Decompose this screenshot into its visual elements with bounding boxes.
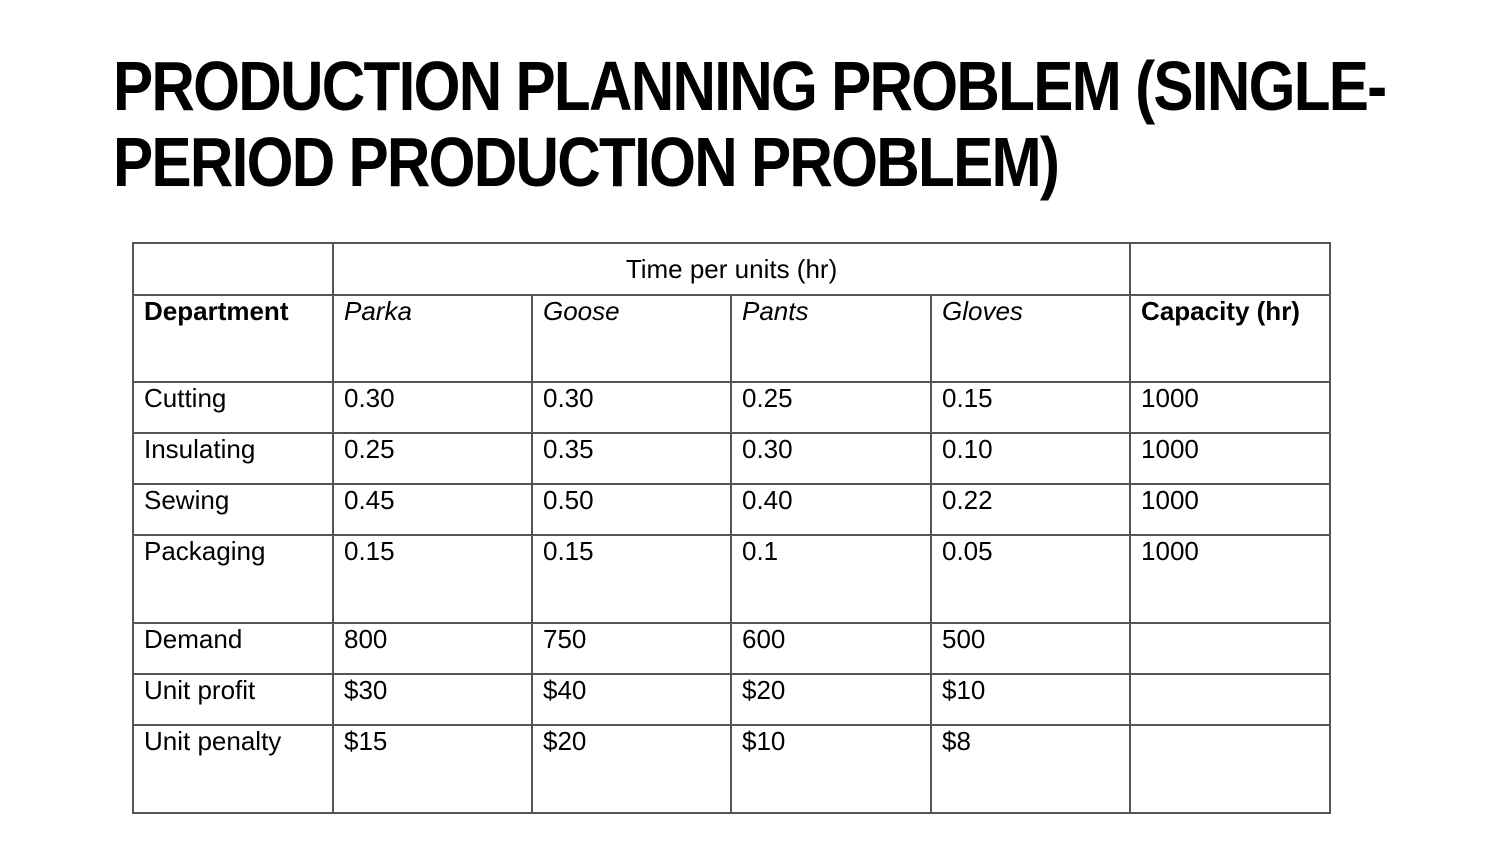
row-label: Cutting xyxy=(132,381,334,434)
summary-row: Unit profit $30 $40 $20 $10 xyxy=(132,673,1332,726)
title-line-2: PERIOD PRODUCTION PROBLEM) xyxy=(113,123,1060,201)
table-header-row: Department Parka Goose Pants Gloves Capa… xyxy=(132,294,1332,383)
row-label: Unit penalty xyxy=(132,724,334,814)
production-table: Time per units (hr) Department Parka Goo… xyxy=(132,242,1332,814)
table-cell: 0.40 xyxy=(730,483,932,536)
table-cell: 0.05 xyxy=(929,534,1132,624)
page-title: PRODUCTION PLANNING PROBLEM (SINGLE- PER… xyxy=(113,47,1387,201)
summary-row: Demand 800 750 600 500 xyxy=(132,622,1332,675)
table-cell: 0.15 xyxy=(531,534,732,624)
empty-cell xyxy=(1129,673,1332,726)
table-cell: 0.10 xyxy=(929,432,1132,485)
table-row: Sewing 0.45 0.50 0.40 0.22 1000 xyxy=(132,483,1332,536)
product-header-gloves: Gloves xyxy=(929,294,1132,383)
table-cell: $30 xyxy=(332,673,533,726)
capacity-cell: 1000 xyxy=(1129,534,1332,624)
empty-cell xyxy=(132,242,334,296)
table-cell: 500 xyxy=(929,622,1132,675)
table-cell: 0.1 xyxy=(730,534,932,624)
department-header: Department xyxy=(132,294,334,383)
table-cell: 0.22 xyxy=(929,483,1132,536)
table-cell: $20 xyxy=(531,724,732,814)
row-label: Insulating xyxy=(132,432,334,485)
table-cell: 0.30 xyxy=(531,381,732,434)
table-cell: $8 xyxy=(929,724,1132,814)
empty-cell xyxy=(1129,622,1332,675)
row-label: Unit profit xyxy=(132,673,334,726)
table-cell: 0.25 xyxy=(730,381,932,434)
table-cell: 750 xyxy=(531,622,732,675)
row-label: Demand xyxy=(132,622,334,675)
product-header-pants: Pants xyxy=(730,294,932,383)
table-cell: 800 xyxy=(332,622,533,675)
capacity-cell: 1000 xyxy=(1129,483,1332,536)
capacity-cell: 1000 xyxy=(1129,432,1332,485)
capacity-cell: 1000 xyxy=(1129,381,1332,434)
table-row: Cutting 0.30 0.30 0.25 0.15 1000 xyxy=(132,381,1332,434)
table-cell: 0.30 xyxy=(332,381,533,434)
title-line-1: PRODUCTION PLANNING PROBLEM (SINGLE- xyxy=(113,47,1387,125)
table-cell: 0.30 xyxy=(730,432,932,485)
time-per-units-header: Time per units (hr) xyxy=(331,242,1132,296)
capacity-header: Capacity (hr) xyxy=(1129,294,1332,383)
table-cell: 0.15 xyxy=(929,381,1132,434)
empty-cell xyxy=(1129,242,1332,296)
product-header-parka: Parka xyxy=(332,294,533,383)
table-cell: 0.45 xyxy=(332,483,533,536)
table-group-header-row: Time per units (hr) xyxy=(132,242,1332,296)
table-cell: $40 xyxy=(531,673,732,726)
table-cell: 0.35 xyxy=(531,432,732,485)
table-cell: $15 xyxy=(332,724,533,814)
table-cell: $10 xyxy=(929,673,1132,726)
empty-cell xyxy=(1129,724,1332,814)
table-cell: 600 xyxy=(730,622,932,675)
row-label: Sewing xyxy=(132,483,334,536)
table-row: Packaging 0.15 0.15 0.1 0.05 1000 xyxy=(132,534,1332,624)
table-cell: $10 xyxy=(730,724,932,814)
product-header-goose: Goose xyxy=(531,294,732,383)
summary-row: Unit penalty $15 $20 $10 $8 xyxy=(132,724,1332,814)
row-label: Packaging xyxy=(132,534,334,624)
table-cell: 0.50 xyxy=(531,483,732,536)
table-cell: 0.25 xyxy=(332,432,533,485)
table-cell: 0.15 xyxy=(332,534,533,624)
table-row: Insulating 0.25 0.35 0.30 0.10 1000 xyxy=(132,432,1332,485)
table-cell: $20 xyxy=(730,673,932,726)
